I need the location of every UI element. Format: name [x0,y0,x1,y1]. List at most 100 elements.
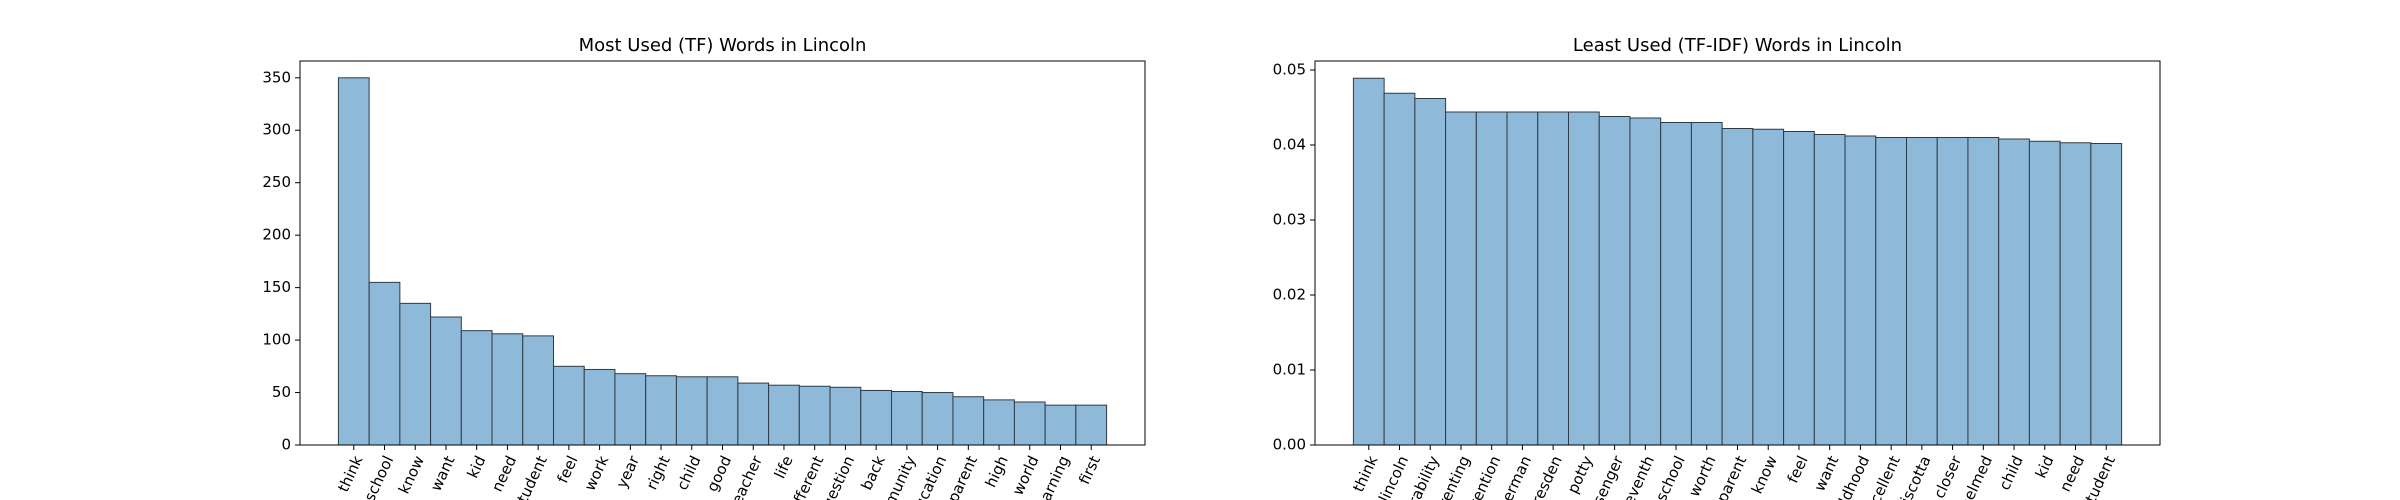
bar [1660,122,1692,446]
bar [583,368,616,446]
y-tick-label: 0.01 [1273,361,1306,379]
x-tick-label: world [1009,453,1043,498]
bar [1967,137,2000,446]
x-tick-label: potty [1564,453,1597,496]
bar [2059,142,2092,446]
bar [1906,137,1938,446]
x-tick-label: year [613,452,644,491]
bar [1721,128,1754,446]
y-tick-label: 0.05 [1273,61,1306,79]
x-tick-label: know [1748,453,1781,497]
bar [1690,122,1723,446]
bar [1813,134,1846,446]
axes-frame [1314,60,2161,446]
bar [2090,143,2123,446]
bar [1352,77,1385,446]
bar [1936,137,1969,446]
bar [1568,111,1600,446]
x-tick-label: want [427,453,459,494]
bar [860,389,892,446]
y-tick-label: 200 [262,226,291,244]
x-tick-label: high [982,453,1012,490]
x-tick-label: think [1349,453,1381,495]
x-tick-label: life [771,453,797,481]
bar [368,281,401,446]
y-tick-label: 0.00 [1273,436,1306,454]
y-tick-label: 100 [262,331,291,349]
x-tick-label: good [703,453,735,495]
y-tick-label: 350 [262,68,291,86]
bar [891,390,923,446]
bar [1844,135,1877,446]
bar [1445,111,1477,446]
bar [768,384,800,446]
x-tick-label: feel [553,453,581,486]
y-tick-label: 250 [262,173,291,191]
y-tick-label: 150 [262,278,291,296]
x-tick-label: feel [1784,453,1812,486]
x-tick-label: kid [464,453,490,481]
bar [1414,98,1447,446]
x-tick-label: right [643,453,674,493]
x-tick-label: need [2056,453,2088,495]
x-tick-label: kid [2032,453,2058,481]
bar [829,386,862,446]
bar [645,375,677,446]
x-tick-label: parent [944,453,981,500]
x-tick-label: child [1995,453,2026,493]
chart-title: Least Used (TF-IDF) Words in Lincoln [1573,35,1902,56]
bar [337,77,370,446]
bar [1075,404,1108,446]
bar [952,396,985,446]
x-tick-label: need [488,453,520,495]
x-tick-label: first [1075,453,1104,487]
bar [1013,401,1046,446]
bar [737,382,770,446]
axes-frame [299,60,1146,446]
bar [522,335,554,446]
subplot: Most Used (TF) Words in Lincoln thinkscho… [262,35,1146,500]
bar [983,399,1015,446]
x-tick-label: parent [1713,453,1750,500]
bar [1629,117,1662,446]
subplot: Least Used (TF-IDF) Words in Lincoln thin… [1273,35,2161,500]
chart-title: Most Used (TF) Words in Lincoln [579,35,867,56]
bar [399,302,432,446]
bar [675,376,708,446]
bar [1475,111,1508,446]
y-tick-label: 300 [262,121,291,139]
bar [1783,131,1815,446]
x-tick-label: think [334,453,366,495]
x-tick-label: worth [1685,453,1719,500]
x-tick-label: school [1652,453,1689,500]
bar [1044,404,1077,446]
x-tick-label: want [1810,453,1842,494]
bar [921,392,954,446]
x-tick-label: know [395,453,428,497]
bar [706,376,739,446]
x-tick-label: back [857,453,889,493]
bar [1598,116,1631,446]
bar [460,330,493,446]
bar [1875,137,1907,446]
y-tick-label: 0 [281,436,291,454]
bar [1506,111,1539,446]
bar [614,373,647,446]
bar [1537,111,1569,446]
y-tick-label: 0.02 [1273,286,1306,304]
x-tick-label: work [581,453,613,494]
x-tick-label: school [361,453,398,500]
bar [430,316,462,446]
bar [553,365,585,446]
y-tick-label: 50 [272,383,291,401]
bar [1998,138,2030,446]
bar [2028,140,2061,446]
x-tick-label: child [673,453,704,493]
bar [798,385,831,446]
bar [1752,128,1785,446]
x-tick-label: lincoln [1375,453,1412,500]
bar [491,333,524,446]
bar [1383,92,1416,446]
